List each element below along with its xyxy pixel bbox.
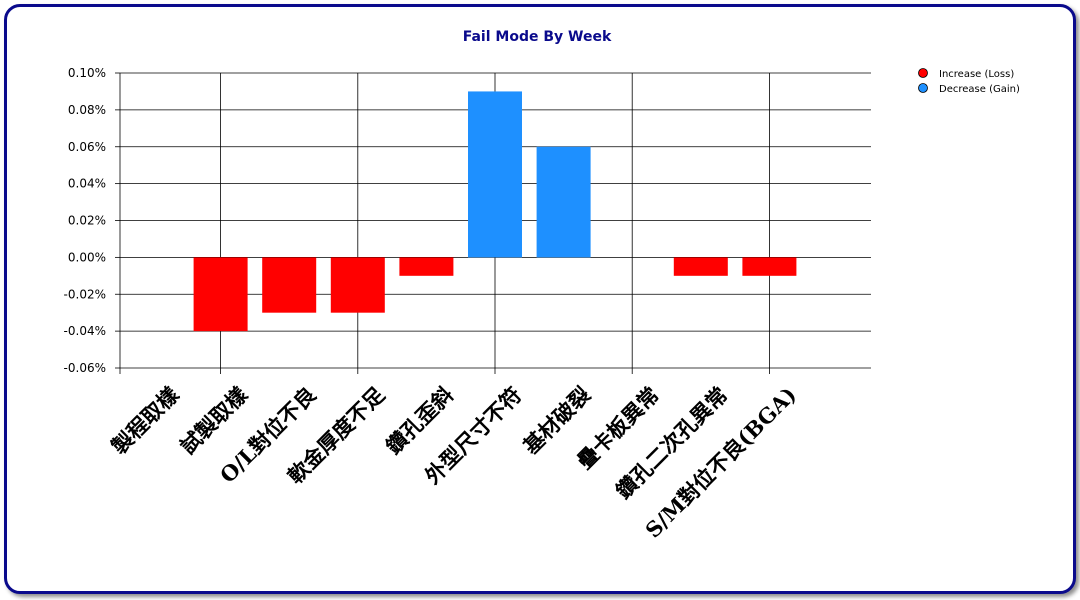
y-axis: 0.10% 0.08% 0.06% 0.04% 0.02% 0.00% -0.02% -0.0… xyxy=(64,66,120,375)
bar-1 xyxy=(193,257,248,332)
y-tick-label: 0.08% xyxy=(68,103,106,117)
bars xyxy=(193,91,797,332)
bar-3 xyxy=(330,257,385,313)
y-tick-label: 0.00% xyxy=(68,250,106,264)
y-tick-label: -0.02% xyxy=(64,287,106,301)
legend: Increase (Loss) Decrease (Gain) xyxy=(918,68,1020,95)
legend-marker-loss xyxy=(918,68,928,78)
chart-frame xyxy=(4,4,1076,594)
chart-title: Fail Mode By Week xyxy=(463,29,612,45)
legend-label-loss: Increase (Loss) xyxy=(939,69,1014,80)
bar-8 xyxy=(673,257,728,276)
bar-5 xyxy=(468,91,522,258)
bar-9 xyxy=(742,257,797,276)
y-tick-label: -0.06% xyxy=(64,361,106,375)
x-category-label: 製程取樣 xyxy=(106,381,184,459)
y-tick-label: -0.04% xyxy=(64,324,106,338)
bar-6 xyxy=(536,146,591,258)
y-tick-label: 0.06% xyxy=(68,140,106,154)
legend-marker-gain xyxy=(918,83,928,93)
legend-label-gain: Decrease (Gain) xyxy=(939,84,1020,95)
y-tick-label: 0.10% xyxy=(68,66,106,80)
x-axis: 製程取樣試製取樣O/L對位不良軟金厚度不足鑽孔歪斜外型尺寸不符基材破裂疊卡板異常… xyxy=(106,381,801,542)
y-tick-label: 0.04% xyxy=(68,177,106,191)
bar-2 xyxy=(262,257,317,313)
y-tick-label: 0.02% xyxy=(68,214,106,228)
bar-4 xyxy=(399,257,454,276)
